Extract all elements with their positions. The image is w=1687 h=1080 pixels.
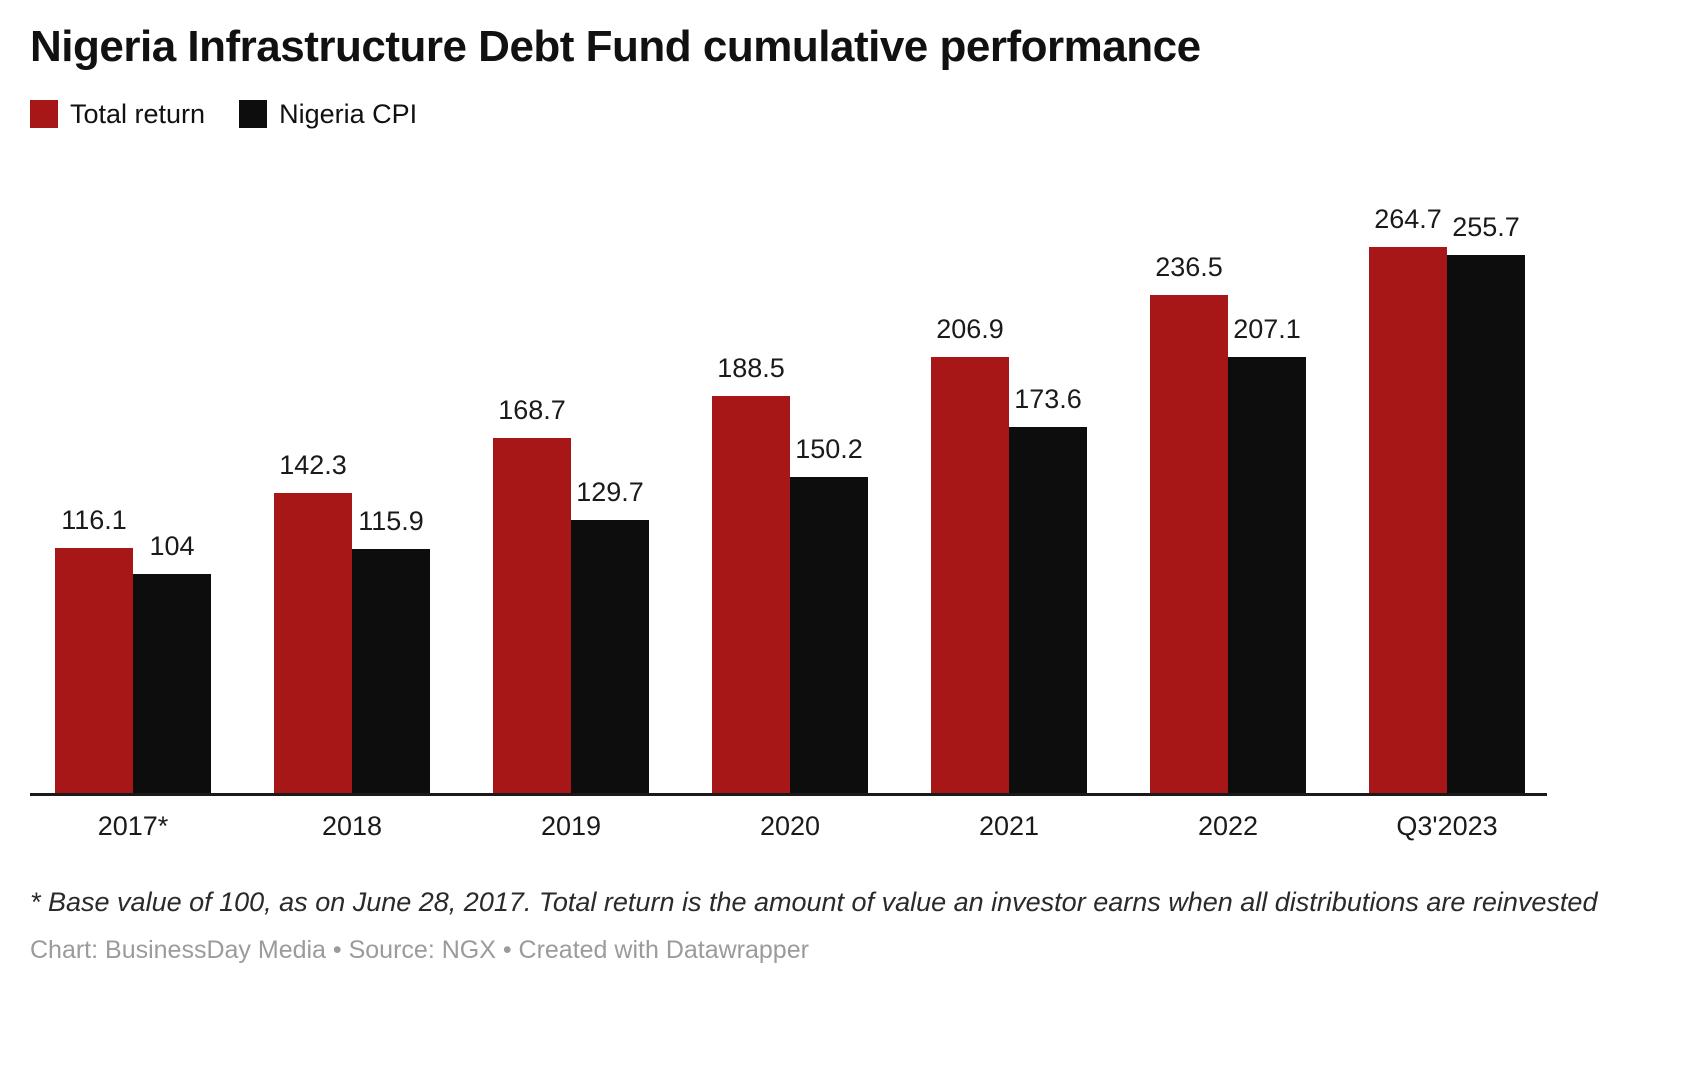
bar-group: 116.1 104 2017* <box>55 204 211 841</box>
bar-column: 206.9 <box>931 204 1009 793</box>
bar-total-return <box>712 396 790 793</box>
legend-label: Total return <box>70 98 206 129</box>
value-label: 150.2 <box>795 433 863 464</box>
legend-label: Nigeria CPI <box>279 98 418 129</box>
legend-swatch-icon <box>30 100 58 129</box>
legend-swatch-icon <box>239 100 268 129</box>
value-label: 115.9 <box>358 505 424 536</box>
bar-column: 173.6 <box>1009 204 1087 793</box>
bar-column: 207.1 <box>1228 204 1306 793</box>
bar-column: 255.7 <box>1447 204 1525 793</box>
value-label: 206.9 <box>936 314 1004 345</box>
value-label: 255.7 <box>1452 211 1520 242</box>
bar-group: 168.7 129.7 2019 <box>493 204 649 841</box>
bar-total-return <box>1150 295 1228 793</box>
value-label: 129.7 <box>576 476 644 507</box>
x-axis-label: 2020 <box>759 810 821 841</box>
bar-group: 264.7 255.7 Q3'2023 <box>1369 204 1525 841</box>
bar-nigeria-cpi <box>352 548 430 793</box>
value-label: 104 <box>149 530 195 561</box>
bar-group: 188.5 150.2 2020 <box>712 204 868 841</box>
bar-column: 129.7 <box>571 204 649 793</box>
value-label: 142.3 <box>279 450 347 481</box>
bar-total-return <box>55 548 133 793</box>
x-axis-label: Q3'2023 <box>1396 810 1498 841</box>
bar-nigeria-cpi <box>790 476 868 793</box>
bar-nigeria-cpi <box>133 573 211 793</box>
x-axis-label: 2021 <box>978 810 1040 841</box>
bar-column: 188.5 <box>712 204 790 793</box>
legend-item: Total return <box>30 99 205 130</box>
attribution: Chart: BusinessDay Media • Source: NGX •… <box>30 936 809 965</box>
bar-nigeria-cpi <box>1447 254 1525 793</box>
legend-item: Nigeria CPI <box>239 99 417 130</box>
value-label: 264.7 <box>1374 203 1442 234</box>
bar-nigeria-cpi <box>1228 356 1306 793</box>
x-axis-label: 2018 <box>321 810 383 841</box>
bar-total-return <box>1369 246 1447 793</box>
bar-total-return <box>931 357 1009 793</box>
bar-group: 206.9 173.6 2021 <box>931 204 1087 841</box>
legend: Total return Nigeria CPI <box>30 99 1657 130</box>
footnote: * Base value of 100, as on June 28, 2017… <box>30 886 1598 917</box>
bar-column: 104 <box>133 204 211 793</box>
bar-column: 264.7 <box>1369 204 1447 793</box>
bar-nigeria-cpi <box>571 519 649 793</box>
bar-group: 142.3 115.9 2018 <box>274 204 430 841</box>
value-label: 188.5 <box>717 353 785 384</box>
value-label: 236.5 <box>1155 252 1223 283</box>
bar-nigeria-cpi <box>1009 427 1087 793</box>
bar-column: 236.5 <box>1150 204 1228 793</box>
bar-column: 150.2 <box>790 204 868 793</box>
chart-title: Nigeria Infrastructure Debt Fund cumulat… <box>30 22 1201 71</box>
bar-group: 236.5 207.1 2022 <box>1150 204 1306 841</box>
x-axis-label: 2019 <box>540 810 602 841</box>
bar-total-return <box>493 437 571 793</box>
bar-column: 116.1 <box>55 204 133 793</box>
bar-total-return <box>274 493 352 793</box>
value-label: 173.6 <box>1014 384 1082 415</box>
x-axis-label: 2017* <box>97 810 169 841</box>
value-label: 168.7 <box>498 394 566 425</box>
bar-column: 115.9 <box>352 204 430 793</box>
value-label: 207.1 <box>1233 313 1301 344</box>
bar-column: 168.7 <box>493 204 571 793</box>
bar-chart-plot-area: 116.1 104 2017* 142.3 115.9 2018 168.7 129.7 201… <box>30 204 1547 841</box>
bar-column: 142.3 <box>274 204 352 793</box>
value-label: 116.1 <box>61 505 127 536</box>
x-axis-label: 2022 <box>1197 810 1259 841</box>
